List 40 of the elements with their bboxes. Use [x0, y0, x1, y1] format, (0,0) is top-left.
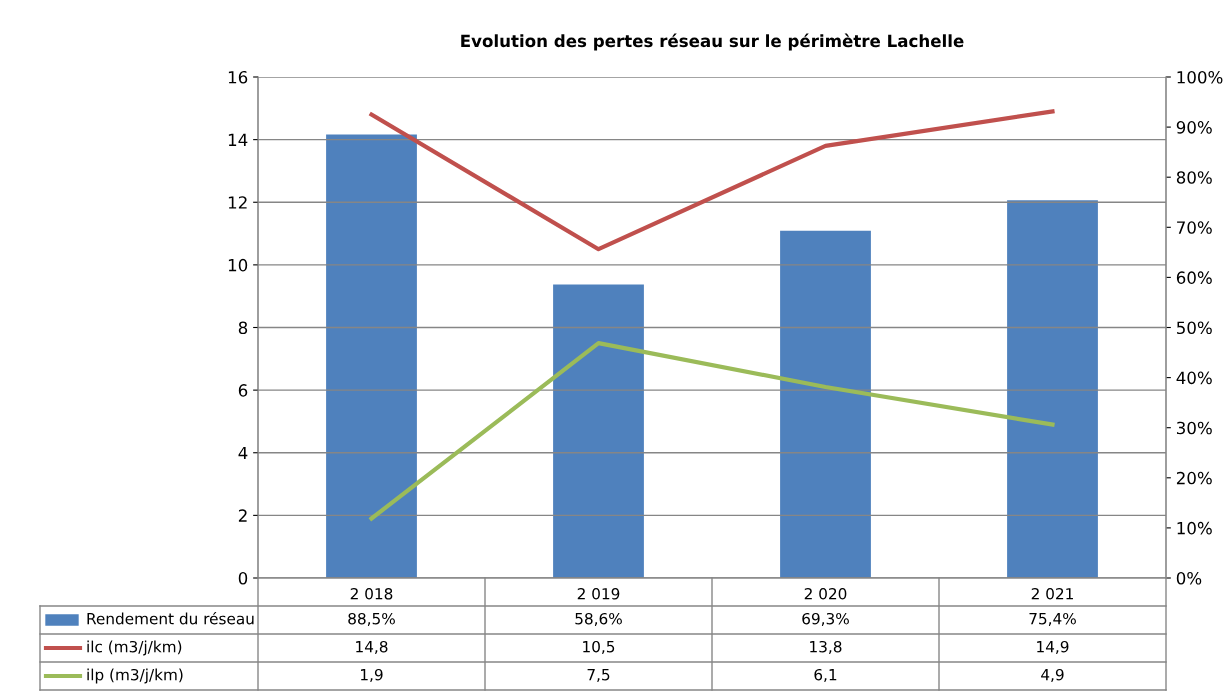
y2-tick-label: 20%	[1176, 471, 1212, 485]
legend-label: Rendement du réseau	[87, 612, 254, 625]
y-tick-label: 4	[238, 446, 248, 460]
y2-tick-label: 100%	[1177, 70, 1223, 84]
y-tick-label: 0	[238, 571, 248, 585]
y2-tick-label: 0%	[1176, 571, 1202, 585]
y-tick-label: 10	[228, 258, 248, 272]
y-tick-label: 6	[238, 384, 248, 397]
y-tick-label: 12	[228, 196, 247, 209]
y2-tick-label: 80%	[1176, 171, 1212, 184]
data-label: 14,9	[1037, 640, 1069, 654]
data-label: 14,8	[356, 640, 388, 654]
y2-tick-label: 70%	[1177, 221, 1212, 234]
y2-tick-label: 40%	[1176, 371, 1212, 385]
y2-tick-label: 50%	[1177, 321, 1212, 335]
data-label: 58,6%	[575, 612, 622, 626]
data-label: 10,5	[583, 640, 615, 654]
y2-tick-label: 10%	[1177, 521, 1212, 535]
x-tick-label: 2 021	[1031, 587, 1073, 600]
data-label: 69,3%	[802, 612, 849, 626]
data-label: 7,5	[587, 669, 610, 682]
data-label: 75,4%	[1029, 612, 1076, 626]
y2-tick-label: 60%	[1176, 271, 1212, 284]
data-label: 6,1	[814, 668, 837, 682]
data-label: 13,8	[810, 640, 842, 654]
data-label: 88,5%	[348, 612, 395, 626]
y-tick-label: 14	[228, 133, 248, 146]
x-tick-label: 2 020	[804, 587, 847, 600]
data-label: 1,9	[361, 668, 383, 682]
y2-tick-label: 90%	[1176, 121, 1212, 134]
y2-tick-label: 30%	[1176, 421, 1212, 435]
legend-label: ilp (m3/j/km)	[87, 668, 183, 684]
y-tick-label: 16	[228, 70, 248, 84]
chart-title: Evolution des pertes réseau sur le périmètre Lachelle	[461, 33, 964, 51]
y-tick-label: 2	[238, 509, 247, 522]
y-tick-label: 8	[238, 321, 248, 335]
data-label: 4,9	[1041, 668, 1064, 682]
x-tick-label: 2 019	[577, 587, 620, 600]
x-tick-label: 2 018	[350, 587, 393, 600]
legend-label: ilc (m3/j/km)	[87, 640, 182, 656]
